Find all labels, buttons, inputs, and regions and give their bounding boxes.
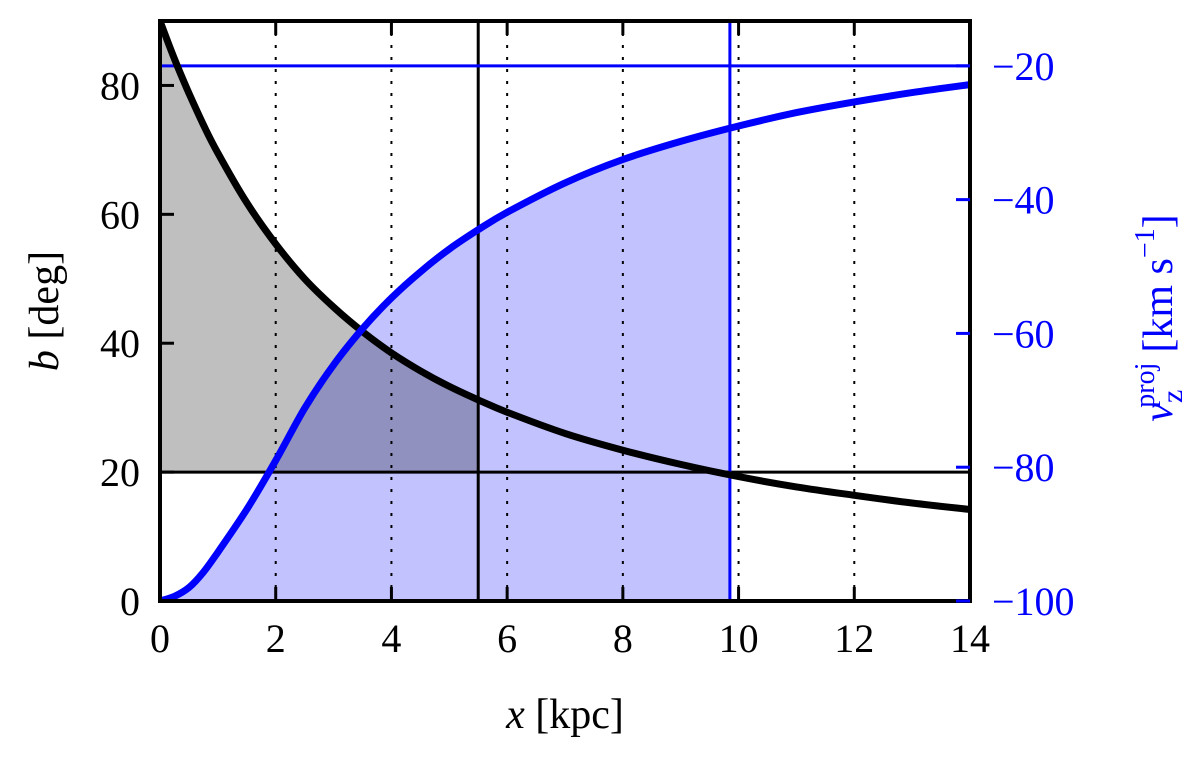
x-tick-label: 4 [381,616,401,661]
x-tick-label: 2 [266,616,286,661]
x-tick-label: 12 [834,616,874,661]
y-right-axis-label-sub: z [1156,390,1189,403]
y-left-axis-label-var: b [22,350,68,371]
y-left-axis-label: b [deg] [22,251,68,371]
y-right-axis-label-unit: [km s [1136,258,1182,353]
y-right-axis-label-sup: proj [1130,363,1161,408]
x-tick-label: 14 [950,616,990,661]
b-curve [160,21,970,513]
x-tick-label: 10 [719,616,759,661]
y-left-tick-label: 60 [100,192,140,237]
x-tick-label: 0 [150,616,170,661]
x-tick-label: 8 [613,616,633,661]
series-curves [160,21,970,601]
reference-lines [160,21,970,601]
y-right-axis-label-var: v [1136,403,1182,422]
x-axis-label-var: x [505,692,525,738]
y-right-axis-label-unit-end: ] [1136,214,1182,228]
y-left-tick-label: 80 [100,63,140,108]
y-left-axis-label-unit: [deg] [22,251,68,340]
dotted-gridlines [274,21,856,601]
x-axis-label-unit: [kpc] [535,692,624,738]
y-left-tick-label: 40 [100,321,140,366]
y-right-tick-label: −100 [992,579,1075,624]
y-right-tick-label: −60 [992,311,1055,356]
y-left-tick-labels: 0 20 40 60 80 [100,63,140,624]
tick-marks [158,21,972,603]
y-right-axis-label-unit-sup: −1 [1130,228,1161,258]
blue-shaded-region [160,128,730,601]
x-tick-labels: 0 2 4 6 8 10 12 14 [150,616,990,661]
x-tick-label: 6 [497,616,517,661]
plot-frame [158,19,972,603]
y-left-tick-label: 20 [100,450,140,495]
y-right-axis-label: vzproj [km s−1] [1130,214,1189,421]
y-right-tick-label: −80 [992,445,1055,490]
v-curve [160,81,970,601]
y-left-tick-label: 0 [120,579,140,624]
x-axis-label: x [kpc] [505,692,624,738]
y-right-tick-label: −40 [992,178,1055,223]
y-right-tick-label: −20 [992,44,1055,89]
y-right-tick-labels: −100 −80 −60 −40 −20 [992,44,1075,624]
